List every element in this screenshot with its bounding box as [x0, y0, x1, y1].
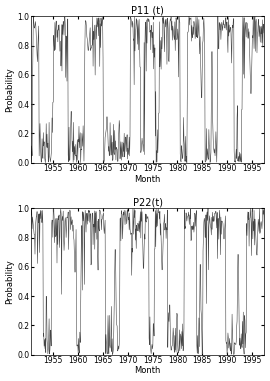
X-axis label: Month: Month	[134, 174, 161, 184]
Y-axis label: Probability: Probability	[6, 67, 15, 112]
Title: P22(t): P22(t)	[133, 197, 163, 207]
X-axis label: Month: Month	[134, 367, 161, 375]
Title: P11 (t): P11 (t)	[131, 6, 164, 16]
Y-axis label: Probability: Probability	[6, 259, 15, 304]
